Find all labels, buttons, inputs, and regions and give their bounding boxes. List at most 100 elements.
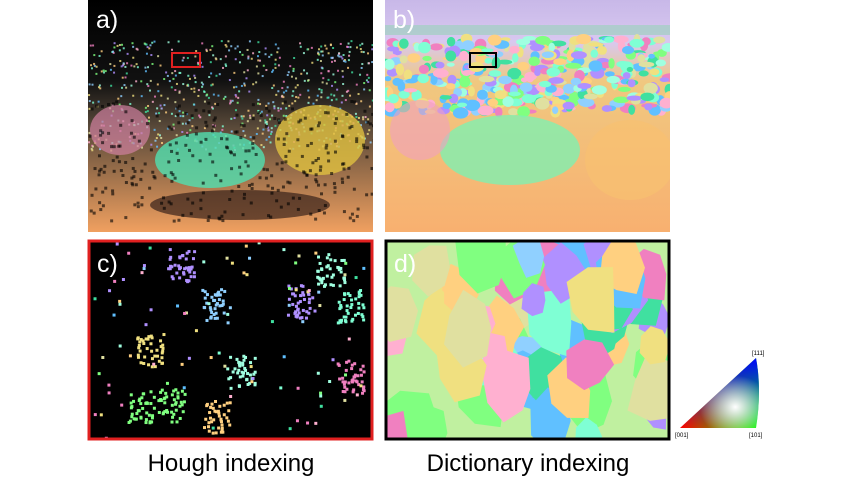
texture [320,267,324,271]
texture [93,54,96,57]
texture [347,89,350,92]
texture [546,67,560,77]
texture [137,398,141,402]
texture [98,201,102,205]
texture [145,52,148,55]
texture [538,80,552,88]
texture [152,395,156,399]
texture [125,72,128,75]
texture [233,117,236,120]
texture [153,128,156,131]
texture [205,404,209,408]
texture [248,40,251,43]
texture [341,180,345,184]
texture [206,93,209,96]
texture [237,360,241,364]
texture [268,135,271,138]
texture [617,86,631,92]
texture [161,346,165,350]
texture [193,250,197,254]
texture [355,116,358,119]
texture [446,62,455,67]
texture [333,139,337,143]
texture [243,84,246,87]
texture [289,65,292,68]
texture [440,115,580,185]
texture [639,326,669,365]
texture [203,296,207,300]
texture [294,304,298,308]
color-key: [111] [001] [101] [675,351,765,439]
texture [385,102,395,113]
texture [355,83,358,86]
texture [264,47,267,50]
texture [251,146,255,150]
texture [170,393,174,397]
texture [247,55,250,58]
texture [346,175,350,179]
texture [385,25,670,35]
texture [208,416,212,420]
texture [162,196,166,200]
texture [319,394,323,398]
texture [243,192,247,196]
texture [331,358,335,362]
texture [234,109,237,112]
texture [226,367,230,371]
texture [329,43,332,46]
texture [209,48,212,51]
texture [230,130,233,133]
texture [165,408,169,412]
texture [338,284,342,288]
texture [146,83,149,86]
texture [215,74,218,77]
texture [242,271,246,275]
texture [229,151,233,155]
texture [178,255,182,259]
texture [110,84,113,87]
texture [102,170,106,174]
texture [318,261,322,265]
texture [182,111,185,114]
texture [108,289,112,293]
texture [201,65,204,68]
texture [212,313,216,317]
texture [509,45,520,54]
texture [308,297,312,301]
texture [89,44,92,47]
texture [274,58,277,61]
texture [88,100,91,103]
texture [282,96,285,99]
texture [123,84,126,87]
texture [97,100,100,103]
texture [303,79,306,82]
texture [262,167,266,171]
texture [283,117,287,121]
texture [174,401,178,405]
texture [338,307,342,311]
texture [175,134,178,137]
texture [341,390,345,394]
texture [191,125,194,128]
texture [292,67,295,70]
texture [151,170,155,174]
texture [357,116,360,119]
texture [94,187,98,191]
texture [352,388,356,392]
texture [218,304,222,308]
texture [521,283,546,317]
texture [217,426,221,430]
texture [548,42,556,52]
texture [286,202,290,206]
texture [192,271,196,275]
texture [131,42,134,45]
texture [361,315,365,319]
texture [97,154,101,158]
texture [298,300,302,304]
texture [120,95,123,98]
texture [477,89,488,100]
texture [237,384,241,388]
texture [133,203,137,207]
texture [342,167,346,171]
texture [120,65,123,68]
